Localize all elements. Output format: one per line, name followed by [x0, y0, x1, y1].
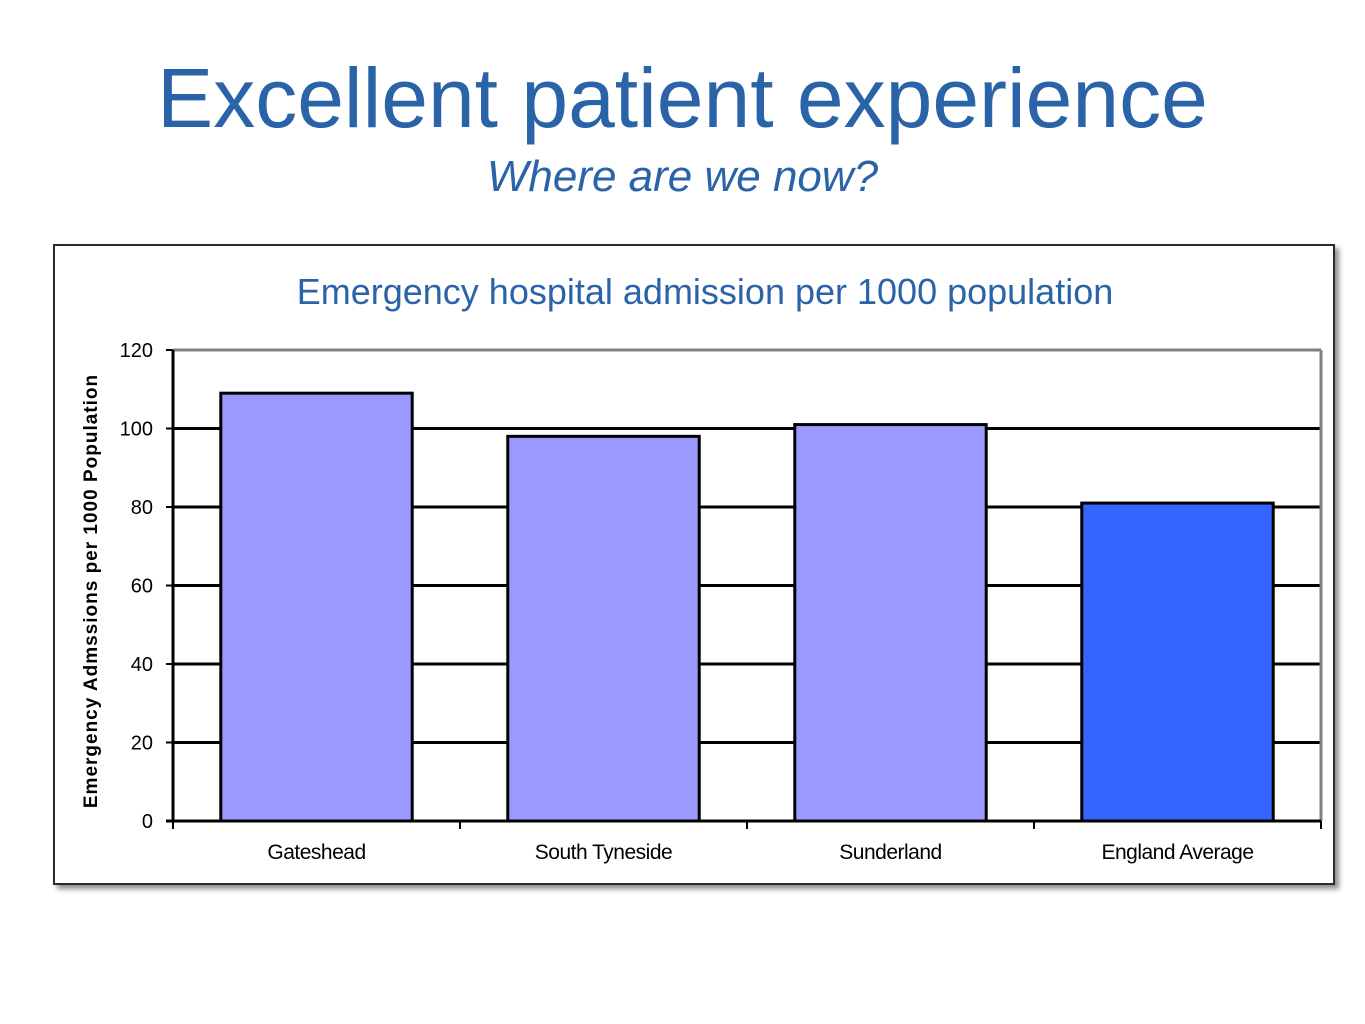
y-tick-label: 80 — [131, 497, 153, 519]
bar-england-average — [1080, 501, 1275, 823]
slide-subtitle: Where are we now? — [486, 152, 879, 201]
bar-chart: Emergency hospital admission per 1000 po… — [81, 271, 1323, 864]
x-tick-label: England Average — [1101, 841, 1253, 864]
bar-gateshead — [219, 391, 414, 823]
bar-sunderland — [793, 423, 988, 823]
chart-title: Emergency hospital admission per 1000 po… — [297, 271, 1114, 312]
y-tick-label: 40 — [131, 654, 153, 676]
y-tick-label: 120 — [120, 340, 153, 362]
y-tick-label: 0 — [142, 811, 153, 833]
bar-south-tyneside — [506, 434, 701, 823]
y-tick-label: 20 — [131, 733, 153, 755]
plot-area: 0 20 40 60 80 100 120 Gateshead South Tyneside Su… — [120, 340, 1323, 864]
y-tick-label: 60 — [131, 576, 153, 598]
chart-frame: Emergency hospital admission per 1000 po… — [53, 244, 1335, 885]
y-tick-label: 100 — [120, 419, 153, 441]
x-tick-label: South Tyneside — [535, 841, 672, 864]
x-tick-label: Gateshead — [267, 841, 365, 864]
y-axis-label: Emergency Admssions per 1000 Population — [81, 374, 102, 808]
x-tick-label: Sunderland — [839, 841, 941, 864]
slide-title: Excellent patient experience — [157, 51, 1208, 145]
